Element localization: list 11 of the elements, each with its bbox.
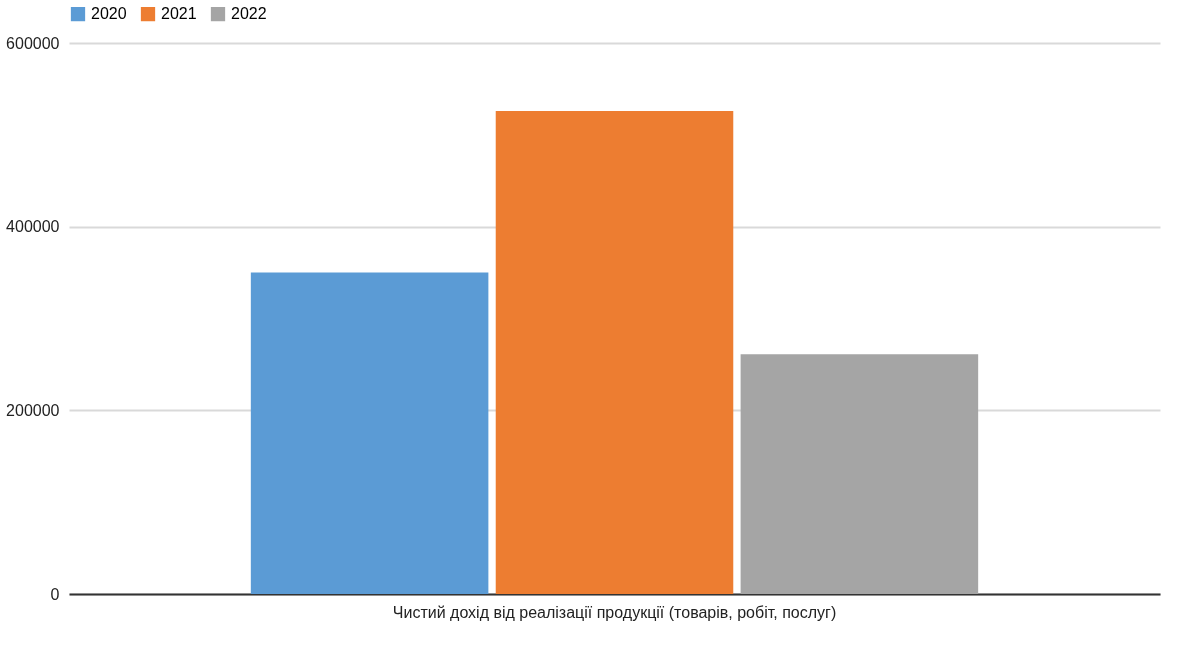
bar [250,272,489,594]
legend-label: 2020 [91,5,127,23]
y-tick-label: 600000 [6,34,60,52]
y-tick-label: 0 [50,585,60,603]
legend-label: 2022 [231,5,267,23]
x-tick-label: Чистий дохід від реалізації продукції (товарів, робіт, послуг) [392,603,837,621]
bar [495,110,734,594]
bar [740,354,979,594]
y-tick-label: 200000 [6,401,60,419]
y-tick-label: 400000 [6,218,60,236]
legend-label: 2021 [161,5,197,23]
